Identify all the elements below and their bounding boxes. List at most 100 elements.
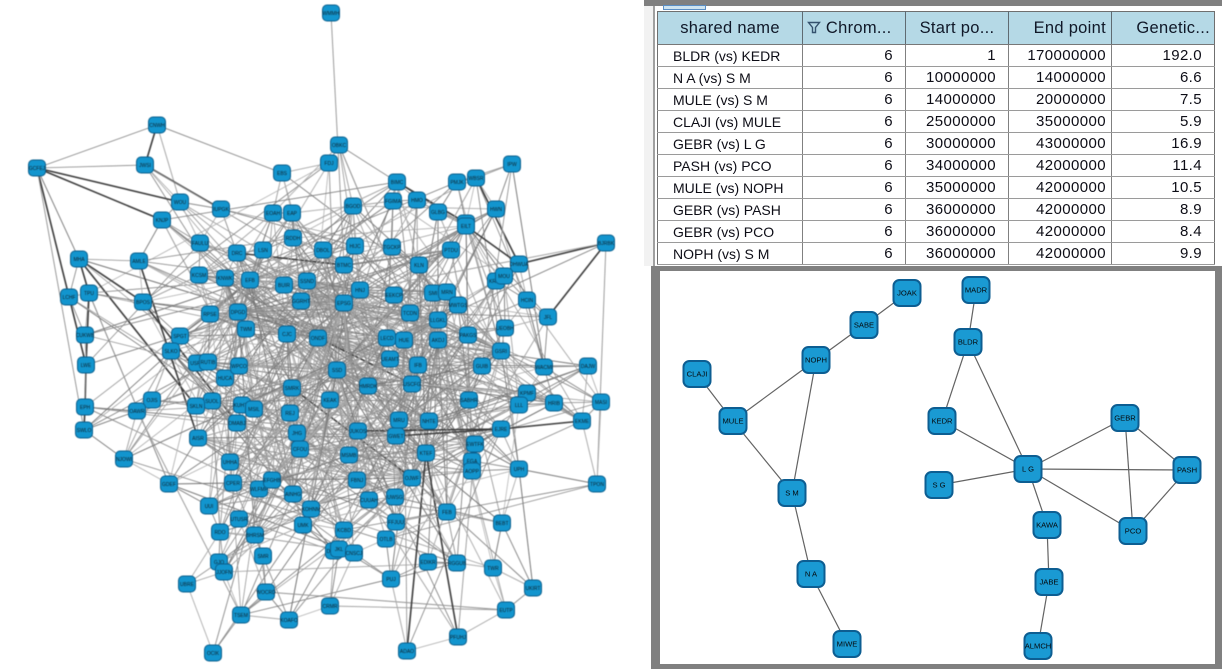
svg-text:BHRSM: BHRSM [246,533,264,539]
svg-text:EFB: EFB [245,278,255,284]
svg-text:DPGD: DPGD [231,310,246,316]
svg-text:SUOL: SUOL [205,399,219,405]
svg-text:MRN: MRN [441,290,453,296]
svg-text:PFUHJ: PFUHJ [450,635,467,641]
svg-text:WMMH: WMMH [323,11,340,17]
svg-text:HUCA: HUCA [218,376,233,382]
svg-text:UPH: UPH [514,467,525,473]
svg-text:OMABJ: OMABJ [228,421,246,427]
svg-text:JOAK: JOAK [897,289,917,298]
svg-text:UBRE: UBRE [180,582,195,588]
svg-text:BLDR: BLDR [958,338,979,347]
svg-text:UWSG: UWSG [387,495,403,501]
svg-text:JWSI: JWSI [139,163,151,169]
svg-text:JABE: JABE [1040,578,1059,587]
svg-text:OBKC: OBKC [332,143,347,149]
svg-text:LLL: LLL [515,403,524,409]
svg-text:SMRK: SMRK [285,386,300,392]
svg-text:MHA: MHA [73,257,85,263]
svg-text:DHWUA: DHWUA [510,262,530,268]
svg-text:TWM: TWM [240,327,252,333]
svg-text:BTMC: BTMC [337,263,352,269]
svg-text:NOPH: NOPH [805,356,827,365]
svg-text:OAWR: OAWR [129,409,145,415]
svg-text:SSND: SSND [300,279,314,285]
svg-text:MIWE: MIWE [837,640,858,649]
svg-text:SMR: SMR [257,554,269,560]
svg-text:REJ: REJ [285,411,295,417]
svg-text:BIMC: BIMC [391,180,404,186]
svg-text:JJOFN: JJOFN [216,570,232,576]
svg-text:HMRDK: HMRDK [359,384,378,390]
svg-text:RUTIB: RUTIB [201,360,217,366]
svg-text:MSIL: MSIL [248,407,260,413]
svg-text:KOHNM: KOHNM [302,507,321,513]
svg-text:LSN: LSN [258,248,268,254]
svg-text:LWE: LWE [81,363,92,369]
svg-text:CJC: CJC [282,332,292,338]
svg-text:AOPP: AOPP [465,469,480,475]
svg-text:EOAH: EOAH [266,211,281,217]
svg-text:SMI: SMI [429,291,438,297]
svg-text:EAP: EAP [287,211,298,217]
svg-text:ONDF: ONDF [311,336,325,342]
svg-text:EWTFK: EWTFK [466,442,484,448]
svg-text:TSEM: TSEM [234,613,248,619]
svg-text:GEBR: GEBR [1114,414,1136,423]
svg-text:EBS: EBS [277,171,288,177]
svg-text:PTDU: PTDU [444,248,458,254]
svg-text:BEBT: BEBT [495,521,508,527]
svg-text:IUPGK: IUPGK [213,207,229,213]
svg-text:JUKOS: JUKOS [350,429,367,435]
svg-text:KEAK: KEAK [323,398,337,404]
svg-text:KNJP: KNJP [156,218,169,224]
svg-text:UHHA: UHHA [223,460,238,466]
svg-text:GLBG: GLBG [431,210,445,216]
svg-text:DRC: DRC [232,251,243,257]
svg-text:N A: N A [805,570,818,579]
svg-text:JHG: JHG [292,431,302,437]
svg-text:AMLE: AMLE [132,259,146,265]
svg-text:WPCO: WPCO [231,364,247,370]
svg-text:SPGT: SPGT [173,334,187,340]
svg-text:WOCRD: WOCRD [256,590,276,596]
svg-text:EGA: EGA [467,459,478,465]
svg-text:ALMCH: ALMCH [1025,642,1052,651]
svg-text:GSRI: GSRI [495,349,507,355]
svg-text:KPMF: KPMF [520,391,534,397]
svg-text:UUI: UUI [205,504,214,510]
svg-text:NJOWI: NJOWI [116,457,132,463]
svg-text:FEB: FEB [442,510,452,516]
svg-text:FBNJ: FBNJ [351,478,364,484]
svg-text:SABE: SABE [854,321,874,330]
svg-text:IFB: IFB [414,363,422,369]
svg-text:CFOU: CFOU [293,447,308,453]
svg-text:EPSG: EPSG [337,301,351,307]
svg-text:EUTP: EUTP [499,608,513,614]
svg-text:EPH: EPH [80,405,91,411]
svg-text:DBOL: DBOL [316,248,330,254]
svg-text:UEOBH: UEOBH [496,326,514,332]
svg-text:OCIK: OCIK [207,651,220,657]
svg-text:KCBD: KCBD [337,528,351,534]
svg-text:HCIN: HCIN [521,298,534,304]
svg-text:MWTGS: MWTGS [448,303,468,309]
svg-text:GCFEJ: GCFEJ [29,166,46,172]
svg-text:S M: S M [785,489,799,498]
svg-text:UTUSR: UTUSR [230,517,248,523]
svg-text:BUIR: BUIR [278,283,290,289]
svg-text:TWR: TWR [487,566,499,572]
svg-text:KOAFO: KOAFO [280,618,298,624]
svg-text:DAJW: DAJW [581,364,595,370]
svg-text:FFJUU: FFJUU [388,520,404,526]
svg-text:GUIB: GUIB [476,364,489,370]
svg-text:CUUAH: CUUAH [360,498,378,504]
svg-text:BPOS: BPOS [136,300,151,306]
svg-text:AINHG: AINHG [285,492,301,498]
svg-text:AKDJ: AKDJ [432,338,445,344]
svg-text:ADAO: ADAO [400,649,414,655]
svg-text:MRU: MRU [393,418,405,424]
svg-text:UEAMT: UEAMT [381,357,399,363]
svg-text:PCO: PCO [1125,527,1142,536]
svg-text:SWLO: SWLO [77,428,92,434]
